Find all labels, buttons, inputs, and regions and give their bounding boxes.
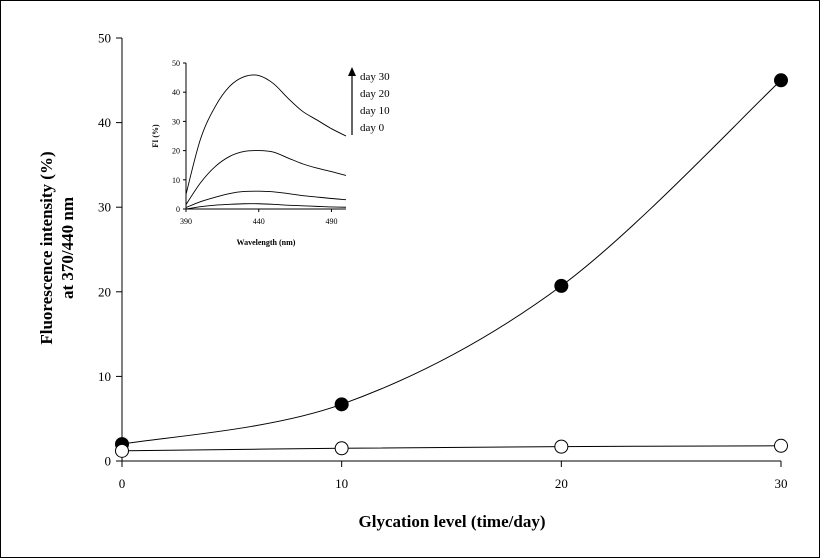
main-x-ticks: 0 10 20 30 — [119, 461, 788, 491]
y-axis-title-line2: at 370/440 nm — [58, 197, 77, 299]
inset-x-ticks: 390 440 490 — [180, 209, 337, 226]
main-y-tick-label: 40 — [98, 115, 111, 130]
y-axis-title-line1: Fluorescence intensity (%) — [37, 151, 56, 344]
inset-y-tick-label: 0 — [176, 205, 180, 214]
inset-axes — [185, 63, 346, 210]
inset-y-ticks: 0 10 20 30 40 50 — [172, 59, 186, 214]
inset-y-axis-title: FI (%) — [151, 124, 160, 148]
inset-x-tick-label: 440 — [253, 217, 265, 226]
main-y-tick-label: 30 — [98, 200, 111, 215]
data-point-filled — [774, 73, 788, 88]
data-point-filled — [334, 397, 349, 412]
inset-y-tick-label: 10 — [172, 176, 180, 185]
legend-entry: day 10 — [360, 105, 390, 117]
data-point-open — [774, 438, 788, 453]
main-y-tick-label: 10 — [98, 369, 111, 384]
inset-series — [185, 74, 347, 210]
series-line-open — [121, 445, 782, 452]
main-x-tick-label: 10 — [335, 476, 348, 491]
main-y-tick-label: 20 — [98, 284, 111, 299]
inset-y-tick-label: 50 — [172, 59, 180, 68]
data-point-open — [334, 441, 349, 456]
main-y-ticks: 0 10 20 30 40 50 — [98, 31, 122, 469]
main-series — [115, 73, 788, 458]
main-x-tick-label: 20 — [555, 476, 568, 491]
legend-entry: day 30 — [360, 71, 390, 83]
inset-series-line-day-10 — [185, 190, 347, 208]
data-point-open — [554, 439, 569, 454]
data-point-filled — [554, 278, 569, 293]
main-x-tick-label: 30 — [775, 476, 788, 491]
main-y-tick-label: 0 — [105, 454, 112, 469]
inset-y-tick-label: 30 — [172, 117, 180, 126]
inset-y-tick-label: 40 — [172, 88, 180, 97]
main-axes — [121, 38, 781, 462]
legend-arrow-head-icon — [348, 67, 356, 76]
inset-y-tick-label: 20 — [172, 147, 180, 156]
legend-entry: day 0 — [360, 122, 385, 134]
inset-series-line-day-30 — [185, 74, 347, 195]
inset-x-tick-label: 490 — [325, 217, 337, 226]
main-y-tick-label: 50 — [98, 31, 111, 46]
main-x-tick-label: 0 — [119, 476, 126, 491]
inset-series-line-day-0 — [185, 203, 347, 210]
inset-legend: day 30 day 20 day 10 day 0 — [348, 67, 390, 135]
inset-series-line-day-20 — [185, 150, 347, 205]
legend-entry: day 20 — [360, 88, 390, 100]
x-axis-title: Glycation level (time/day) — [359, 512, 546, 531]
data-point-open — [115, 443, 129, 458]
inset-x-axis-title: Wavelength (nm) — [237, 238, 296, 247]
series-line-filled — [121, 79, 782, 445]
inset-x-tick-label: 390 — [180, 217, 192, 226]
